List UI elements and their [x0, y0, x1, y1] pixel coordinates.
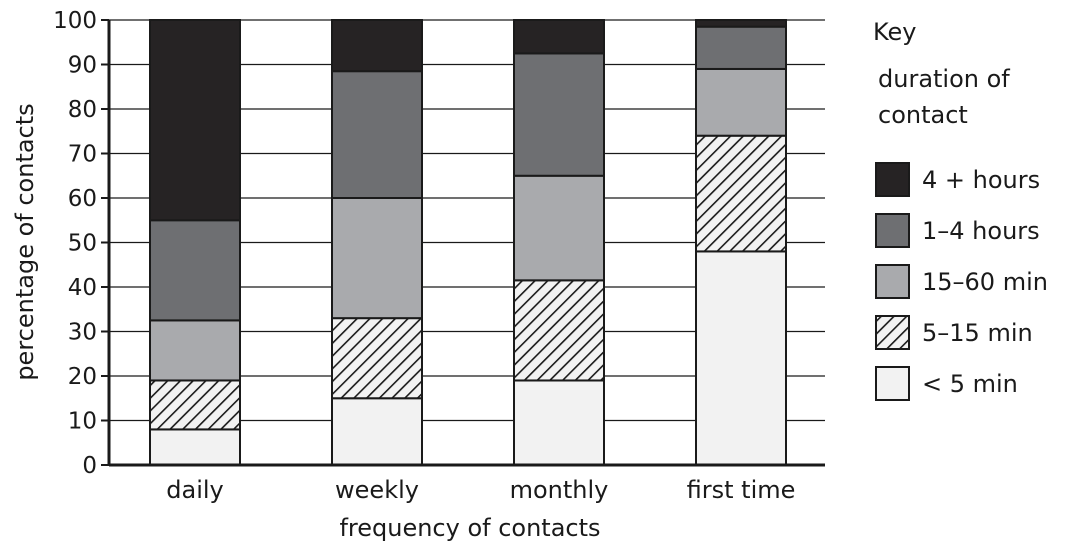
bar-segment: [695, 67, 787, 137]
legend-swatch: [875, 162, 910, 197]
bar-segment: [149, 428, 241, 466]
x-tick-label: first time: [687, 476, 796, 504]
bar-segment: [331, 197, 423, 320]
legend-swatch: [875, 366, 910, 401]
bar-segment: [695, 250, 787, 466]
bar-segment: [695, 25, 787, 70]
bar-segment: [331, 397, 423, 466]
legend-label: 1–4 hours: [922, 217, 1040, 245]
y-tick-label: 10: [68, 409, 97, 435]
x-tick-label: weekly: [335, 476, 419, 504]
bar-segment: [331, 70, 423, 199]
bar-segment: [513, 52, 605, 177]
legend-swatch: [875, 315, 910, 350]
bar-segment: [331, 317, 423, 400]
bar-segment: [513, 174, 605, 282]
axes: 0 10 20 30 40 50 60 70 80 90 100 daily weekly monthly…: [53, 8, 825, 504]
legend-swatch: [875, 213, 910, 248]
bars: [149, 19, 787, 467]
bar-segment: [695, 134, 787, 253]
x-tick-label: daily: [166, 476, 223, 504]
y-tick-label: 30: [68, 320, 97, 346]
bar-segment: [513, 279, 605, 382]
legend-subtitle: contact: [878, 101, 968, 129]
legend-swatch: [875, 264, 910, 299]
bar-segment: [513, 379, 605, 467]
bar-segment: [149, 379, 241, 431]
bar-segment: [149, 219, 241, 322]
bar-segment: [331, 19, 423, 73]
legend-subtitle: duration of: [878, 65, 1010, 93]
legend-label: 5–15 min: [922, 319, 1033, 347]
y-tick-label: 90: [68, 53, 97, 79]
x-axis-title: frequency of contacts: [339, 514, 600, 542]
y-tick-label: 40: [68, 275, 97, 301]
legend-label: 4 + hours: [922, 166, 1040, 194]
y-tick-label: 50: [68, 231, 97, 257]
legend-label: 15–60 min: [922, 268, 1048, 296]
bar-segment: [513, 19, 605, 55]
legend-title: Key: [873, 18, 917, 46]
legend-label: < 5 min: [922, 370, 1018, 398]
bar-segment: [149, 319, 241, 382]
y-tick-label: 80: [68, 97, 97, 123]
x-tick-label: monthly: [510, 476, 609, 504]
y-tick-label: 70: [68, 142, 97, 168]
y-tick-label: 0: [82, 453, 97, 479]
y-axis-title: percentage of contacts: [11, 103, 39, 380]
y-tick-label: 60: [68, 186, 97, 212]
bar-segment: [695, 19, 787, 28]
y-tick-label: 20: [68, 364, 97, 390]
y-tick-label: 100: [53, 8, 97, 34]
bar-segment: [149, 19, 241, 222]
legend: Key duration of contact 4 + hours 1–4 hours 1…: [873, 18, 1048, 401]
